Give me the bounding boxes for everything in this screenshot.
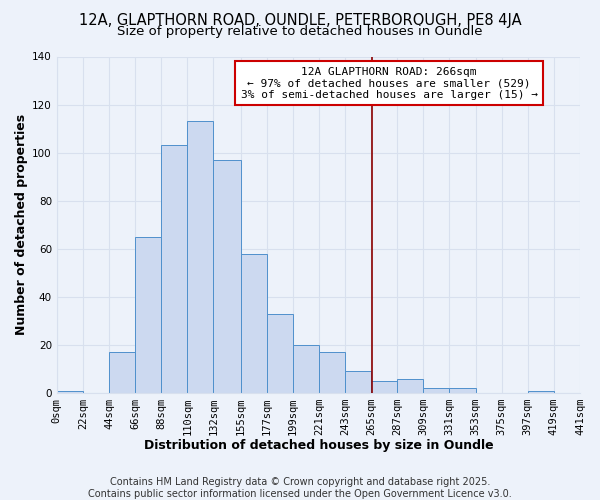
- Bar: [397, 378, 424, 393]
- Text: 12A, GLAPTHORN ROAD, OUNDLE, PETERBOROUGH, PE8 4JA: 12A, GLAPTHORN ROAD, OUNDLE, PETERBOROUG…: [79, 12, 521, 28]
- Bar: [214, 160, 241, 393]
- Bar: [293, 345, 319, 393]
- Text: 12A GLAPTHORN ROAD: 266sqm
← 97% of detached houses are smaller (529)
3% of semi: 12A GLAPTHORN ROAD: 266sqm ← 97% of deta…: [241, 66, 538, 100]
- Bar: [449, 388, 476, 393]
- Bar: [187, 122, 214, 393]
- Bar: [57, 390, 83, 393]
- Text: Contains HM Land Registry data © Crown copyright and database right 2025.
Contai: Contains HM Land Registry data © Crown c…: [88, 478, 512, 499]
- Bar: [345, 372, 371, 393]
- Bar: [528, 390, 554, 393]
- Bar: [135, 237, 161, 393]
- Bar: [241, 254, 267, 393]
- Bar: [424, 388, 449, 393]
- Bar: [319, 352, 345, 393]
- Text: Size of property relative to detached houses in Oundle: Size of property relative to detached ho…: [117, 25, 483, 38]
- Bar: [161, 146, 187, 393]
- Bar: [267, 314, 293, 393]
- Y-axis label: Number of detached properties: Number of detached properties: [15, 114, 28, 336]
- Bar: [109, 352, 135, 393]
- Bar: [371, 381, 397, 393]
- X-axis label: Distribution of detached houses by size in Oundle: Distribution of detached houses by size …: [143, 440, 493, 452]
